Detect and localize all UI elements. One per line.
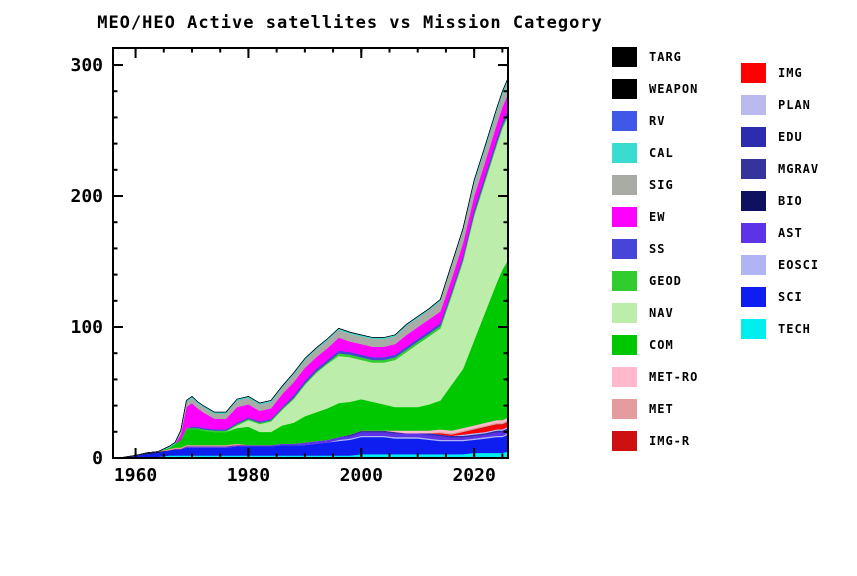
legend-swatch <box>741 159 766 179</box>
legend-swatch <box>612 303 637 323</box>
x-tick-label: 2000 <box>340 465 383 486</box>
legend-label: CAL <box>649 146 674 160</box>
legend-label: AST <box>778 226 803 240</box>
legend-item-bio: BIO <box>741 191 803 211</box>
legend-swatch <box>741 127 766 147</box>
legend-swatch <box>741 223 766 243</box>
x-tick-label: 2020 <box>452 465 495 486</box>
legend-swatch <box>612 111 637 131</box>
legend-label: IMG-R <box>649 434 691 448</box>
legend-item-img: IMG <box>741 63 803 83</box>
legend-label: IMG <box>778 66 803 80</box>
y-tick-label: 100 <box>70 317 103 338</box>
legend-item-img-r: IMG-R <box>612 431 690 451</box>
legend-label: PLAN <box>778 98 811 112</box>
legend-label: MET-RO <box>649 370 699 384</box>
legend-item-cal: CAL <box>612 143 674 163</box>
legend-swatch <box>612 239 637 259</box>
legend-swatch <box>612 175 637 195</box>
legend-swatch <box>612 207 637 227</box>
legend-label: EDU <box>778 130 803 144</box>
legend-swatch <box>612 399 637 419</box>
legend-item-geod: GEOD <box>612 271 682 291</box>
legend-swatch <box>612 79 637 99</box>
legend-label: RV <box>649 114 666 128</box>
y-tick-label: 300 <box>70 55 103 76</box>
legend-item-mgrav: MGRAV <box>741 159 819 179</box>
legend-label: SCI <box>778 290 803 304</box>
legend-label: SS <box>649 242 666 256</box>
y-tick-label: 0 <box>92 448 103 469</box>
legend-item-com: COM <box>612 335 674 355</box>
legend-swatch <box>741 63 766 83</box>
legend-label: EW <box>649 210 666 224</box>
plot-border <box>112 47 509 459</box>
legend-item-nav: NAV <box>612 303 674 323</box>
legend-item-rv: RV <box>612 111 665 131</box>
legend-label: TECH <box>778 322 811 336</box>
legend-swatch <box>612 431 637 451</box>
area-targ <box>118 77 508 458</box>
legend-item-met-ro: MET-RO <box>612 367 698 387</box>
legend-swatch <box>612 143 637 163</box>
legend-label: NAV <box>649 306 674 320</box>
legend-swatch <box>612 335 637 355</box>
legend-label: TARG <box>649 50 682 64</box>
legend-item-weapon: WEAPON <box>612 79 698 99</box>
legend-item-eosci: EOSCI <box>741 255 819 275</box>
legend-label: WEAPON <box>649 82 699 96</box>
legend-item-targ: TARG <box>612 47 682 67</box>
legend-label: MGRAV <box>778 162 820 176</box>
legend-item-met: MET <box>612 399 674 419</box>
legend-label: GEOD <box>649 274 682 288</box>
legend-swatch <box>741 319 766 339</box>
legend-item-ast: AST <box>741 223 803 243</box>
legend-swatch <box>612 47 637 67</box>
legend-swatch <box>741 255 766 275</box>
x-tick-label: 1960 <box>114 465 157 486</box>
legend-swatch <box>612 271 637 291</box>
legend-item-edu: EDU <box>741 127 803 147</box>
x-tick-label: 1980 <box>227 465 270 486</box>
legend-item-sig: SIG <box>612 175 674 195</box>
y-tick-label: 200 <box>70 186 103 207</box>
legend-label: EOSCI <box>778 258 820 272</box>
legend-label: COM <box>649 338 674 352</box>
legend-item-ew: EW <box>612 207 665 227</box>
chart-title: MEO/HEO Active satellites vs Mission Cat… <box>97 13 603 33</box>
legend-item-plan: PLAN <box>741 95 811 115</box>
legend-item-sci: SCI <box>741 287 803 307</box>
legend-item-tech: TECH <box>741 319 811 339</box>
stacked-areas <box>118 77 508 458</box>
legend-swatch <box>612 367 637 387</box>
legend-label: MET <box>649 402 674 416</box>
legend-swatch <box>741 191 766 211</box>
legend-swatch <box>741 95 766 115</box>
legend-label: SIG <box>649 178 674 192</box>
legend-item-ss: SS <box>612 239 665 259</box>
legend-swatch <box>741 287 766 307</box>
axis-ticks <box>113 48 508 459</box>
legend-label: BIO <box>778 194 803 208</box>
